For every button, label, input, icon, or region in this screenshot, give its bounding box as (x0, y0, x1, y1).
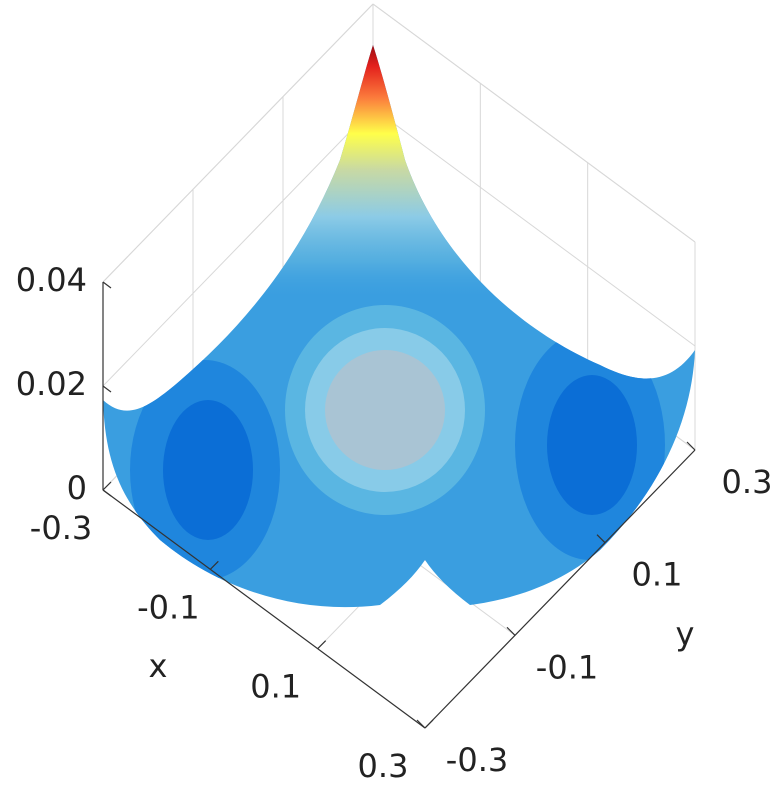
surface-band (163, 400, 253, 540)
x-tick-label: -0.3 (30, 509, 92, 547)
x-tick-label: 0.1 (250, 668, 301, 706)
y-axis (424, 449, 696, 729)
grid-line (102, 3, 374, 283)
grid-line (102, 107, 374, 387)
z-tick (102, 281, 112, 289)
x-tick (209, 560, 219, 570)
y-tick-label: 0.3 (722, 463, 773, 501)
surface-peak (103, 45, 695, 300)
x-tick (102, 481, 112, 491)
z-tick-label: 0 (67, 469, 87, 507)
surface-fill (103, 45, 695, 608)
y-tick (686, 441, 696, 451)
x-tick-label: -0.1 (137, 588, 199, 626)
z-tick-label: 0.02 (16, 365, 87, 403)
y-tick-label: -0.3 (446, 741, 508, 779)
y-tick (596, 534, 606, 544)
y-tick (506, 626, 516, 636)
grid-line (372, 107, 696, 347)
surface-band (547, 375, 637, 515)
z-tick (102, 385, 112, 393)
y-tick (416, 719, 426, 729)
y-axis-label: y (676, 615, 695, 653)
z-tick-label: 0.04 (16, 261, 87, 299)
y-tick-label: -0.1 (536, 648, 598, 686)
x-axis (102, 489, 426, 729)
surface (103, 45, 695, 608)
grid-line (372, 3, 696, 243)
y-tick-label: 0.1 (632, 556, 683, 594)
x-tick (424, 719, 434, 729)
x-tick-label: 0.3 (358, 747, 409, 785)
surface-band (325, 350, 445, 470)
axis-layer: -0.3 -0.1 0.1 0.3 -0.3 -0.1 0.1 0.3 0 0.02 0.04 (16, 261, 773, 785)
x-axis-label: x (149, 647, 168, 685)
z-tick (102, 489, 112, 497)
x-tick (317, 640, 327, 650)
